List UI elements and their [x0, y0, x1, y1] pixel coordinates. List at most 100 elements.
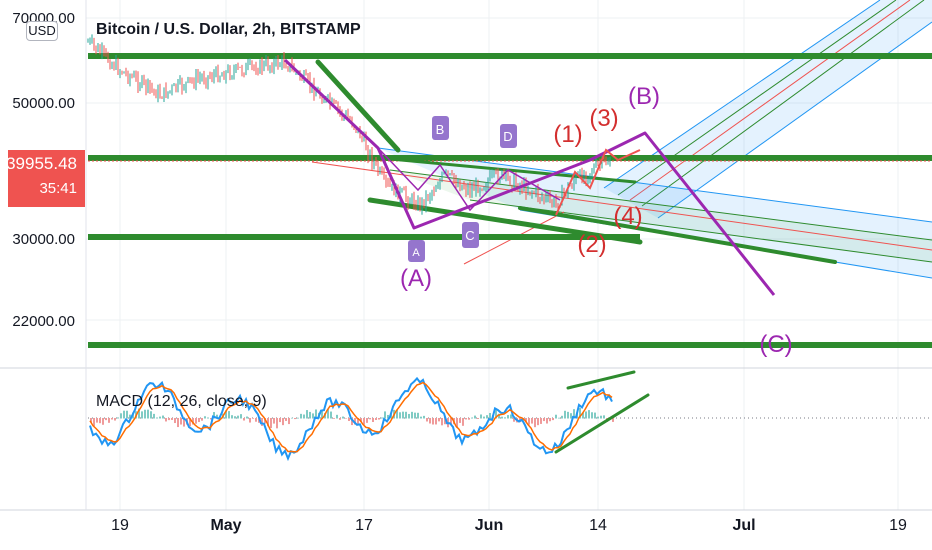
macd-histogram-bar [126, 410, 128, 419]
wave-label-1: (1) [553, 121, 582, 148]
macd-histogram-bar [93, 418, 95, 426]
price-axis[interactable]: 70000.00 50000.00 30000.00 22000.00 [12, 10, 75, 330]
macd-histogram-bar [435, 418, 437, 425]
macd-histogram-bar [120, 413, 122, 419]
macd-histogram-bar [474, 415, 476, 419]
macd-histogram-bar [168, 418, 170, 421]
macd-histogram-bar [234, 416, 236, 419]
wave-label-C: (C) [759, 331, 792, 358]
currency-button[interactable]: USD [26, 21, 58, 41]
macd-histogram-bar [213, 412, 215, 419]
macd-histogram-bar [396, 409, 398, 419]
macd-histogram-bar [597, 416, 599, 419]
macd-histogram-bar [420, 416, 422, 419]
time-axis-label: Jun [475, 517, 503, 534]
macd-trend-lines[interactable] [554, 370, 650, 454]
macd-histogram-bar [612, 418, 614, 422]
triangle-label-box [500, 124, 517, 148]
triangle-wave-path[interactable] [379, 149, 561, 212]
triangle-label-C: C [465, 228, 474, 243]
macd-histogram-bar [600, 415, 602, 419]
time-axis-label: May [210, 517, 241, 534]
macd-histogram-bar [399, 412, 401, 419]
triangle-label-box [408, 240, 425, 262]
macd-histogram-bar [342, 416, 344, 419]
price-axis-label: 50000.00 [12, 95, 75, 112]
macd-histogram-bar [552, 418, 554, 421]
macd-indicator-label[interactable]: MACD (12, 26, close, 9) [96, 393, 267, 410]
macd-histogram-bar [363, 418, 365, 425]
macd-histogram-bar [375, 418, 377, 421]
macd-histogram-bar [315, 409, 317, 419]
macd-histogram-bar [564, 410, 566, 419]
macd-histogram-bar [159, 416, 161, 419]
wave-label-2: (2) [577, 231, 606, 258]
macd-histogram-bar [543, 418, 545, 422]
impulse-wave-path[interactable] [555, 148, 641, 216]
macd-histogram-bar [486, 415, 488, 419]
macd-histogram-bar [405, 411, 407, 419]
elliott-wave-path[interactable] [283, 58, 776, 296]
macd-histogram-bar [330, 411, 332, 419]
horizontal-levels[interactable] [88, 53, 932, 348]
macd-signal-line[interactable] [89, 381, 613, 453]
macd-histogram-bar [408, 413, 410, 419]
macd-histogram-bar [549, 418, 551, 422]
macd-histogram-bar [228, 411, 230, 419]
macd-histogram-bar [147, 409, 149, 419]
macd-histogram-bar [189, 418, 191, 427]
macd-histogram-bar [540, 418, 542, 424]
macd-histogram-bar [231, 415, 233, 419]
time-axis-label: Jul [732, 517, 755, 534]
macd-histogram-bar [252, 418, 254, 419]
macd-histogram-bar [270, 418, 272, 429]
macd-histogram-bar [372, 418, 374, 422]
macd-line[interactable] [89, 376, 613, 462]
time-axis[interactable]: 19 May 17 Jun 14 Jul 19 [111, 517, 907, 534]
triangle-label-D: D [503, 129, 512, 144]
macd-histogram-bar [432, 418, 434, 425]
macd-histogram-bar [204, 416, 206, 419]
macd-histogram-bar [429, 418, 431, 424]
macd-histogram-bar [117, 417, 119, 419]
macd-histogram-bar [141, 411, 143, 419]
macd-histogram-bar [528, 418, 530, 425]
bar-countdown: 35:41 [39, 180, 77, 197]
macd-histogram-bar [177, 418, 179, 428]
macd-histogram-bar [465, 418, 467, 420]
macd-histogram-bar [225, 410, 227, 419]
macd-histogram-bar [339, 418, 341, 420]
price-axis-label: 22000.00 [12, 313, 75, 330]
macd-histogram-bar [456, 418, 458, 428]
macd-histogram-bar [261, 418, 263, 426]
macd-histogram-bar [99, 418, 101, 424]
macd-histogram-bar [417, 412, 419, 419]
macd-histogram-bar [180, 418, 182, 425]
macd-histogram-bar [471, 417, 473, 419]
macd-histogram-bar [414, 412, 416, 419]
macd-histogram-bar [144, 409, 146, 419]
macd-histogram-bar [513, 418, 515, 422]
macd-histogram-bar [123, 410, 125, 419]
macd-histogram-bar [282, 418, 284, 426]
macd-histogram-bar [525, 418, 527, 423]
macd-histogram-bar [276, 418, 278, 429]
macd-histogram-bar [195, 418, 197, 424]
macd-histogram-bar [90, 418, 92, 423]
macd-histogram-bar [129, 414, 131, 419]
macd-histogram-bar [285, 418, 287, 421]
macd-histogram-bar [207, 417, 209, 419]
macd-histogram-bar [426, 418, 428, 422]
macd-histogram-bar [423, 415, 425, 419]
last-price-tag: 39955.48 35:41 [6, 150, 85, 207]
macd-histogram-bar [312, 413, 314, 419]
macd-histogram-bar [594, 412, 596, 419]
macd-histogram-bar [192, 418, 194, 425]
macd-histogram-bar [114, 418, 116, 421]
macd-histogram-bar [501, 416, 503, 419]
macd-histogram-bar [201, 418, 203, 421]
macd-histogram-bar [585, 411, 587, 419]
macd-histogram-bar [561, 415, 563, 419]
macd-histogram-bar [366, 418, 368, 423]
